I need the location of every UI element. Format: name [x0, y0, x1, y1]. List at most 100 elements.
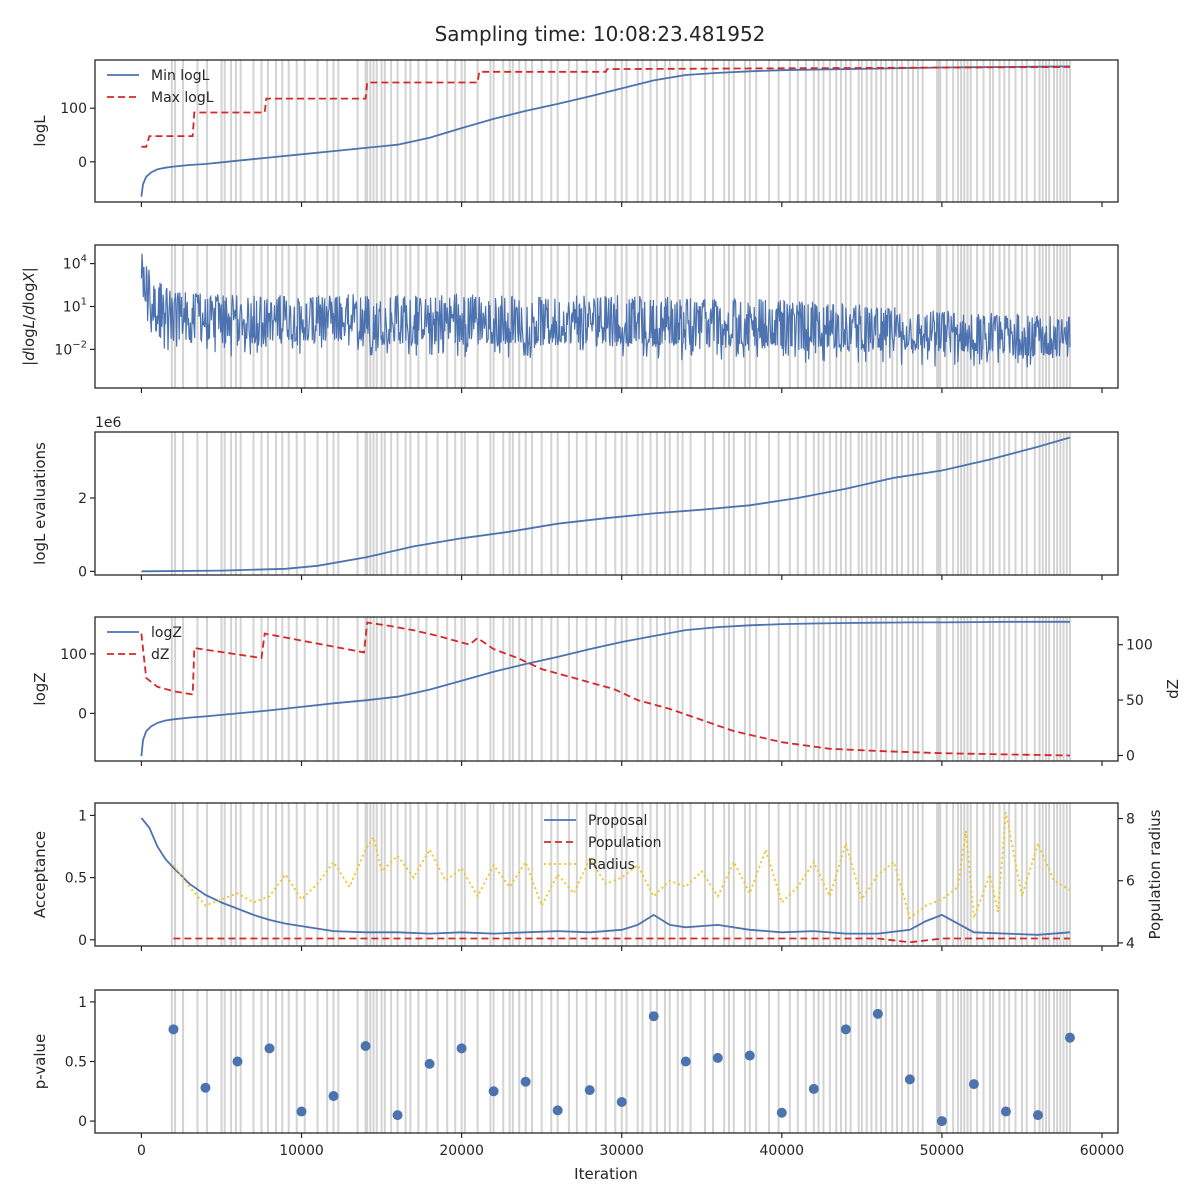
panel-frame [94, 802, 1119, 947]
legend-label: Radius [588, 857, 635, 873]
panel-frame [94, 244, 1119, 389]
x-tick-label: 10000 [279, 1143, 324, 1159]
panel-6: 0 10000 20000 30000 40000 50000 60000 0 0.5 1 p-va… [31, 989, 1125, 1159]
y-tick-label-right: 8 [1126, 812, 1135, 828]
figure-title: Sampling time: 10:08:23.481952 [435, 22, 766, 46]
data-point [744, 1050, 755, 1061]
data-point [840, 1024, 851, 1035]
legend-label: Proposal [588, 813, 647, 829]
y-tick-label: 0.5 [65, 871, 87, 887]
plot-area [140, 245, 1071, 388]
legend-label: logZ [151, 625, 182, 641]
plot-area [168, 990, 1075, 1133]
legend-label: Population [588, 835, 662, 851]
series-line-3 [141, 436, 1071, 573]
x-axis-label: Iteration [574, 1165, 638, 1183]
legend-label: Max logL [151, 90, 214, 106]
y-tick-label-right: 0 [1126, 748, 1135, 764]
y-tick-label: 10−2 [54, 339, 87, 358]
y-tick-label: 0 [78, 933, 87, 949]
y-tick-label: 0 [78, 564, 87, 580]
y-axis-label: logL evaluations [31, 442, 49, 565]
panel-1: 0 100 logL Min logL Max logL [31, 59, 1119, 207]
axis-offset-label: 1e6 [95, 415, 122, 431]
data-point [584, 1085, 595, 1096]
series-line-dz [140, 621, 1071, 757]
data-point [264, 1043, 275, 1054]
data-point [808, 1083, 819, 1094]
data-point [936, 1116, 947, 1127]
data-point [648, 1011, 659, 1022]
y-axis-label: logZ [31, 672, 49, 705]
data-point [328, 1091, 339, 1102]
y-tick-label: 0 [78, 706, 87, 722]
x-tick-label: 40000 [760, 1143, 805, 1159]
data-point [904, 1074, 915, 1085]
data-point [392, 1110, 403, 1121]
data-point [232, 1056, 243, 1067]
x-tick-label: 50000 [920, 1143, 965, 1159]
legend-label: Min logL [151, 68, 210, 84]
data-point [616, 1097, 627, 1108]
series-line-max-logl [141, 66, 1071, 148]
data-point [552, 1105, 563, 1116]
plot-area [140, 60, 1071, 202]
legend-label: dZ [151, 647, 169, 663]
x-tick-label: 60000 [1080, 1143, 1125, 1159]
data-point [520, 1076, 531, 1087]
data-point [200, 1082, 211, 1093]
plot-area [141, 432, 1071, 575]
series-line-logz [140, 620, 1070, 757]
panel-frame [94, 431, 1119, 576]
data-point [1032, 1110, 1043, 1121]
y-tick-label: 100 [60, 647, 87, 663]
data-point [1064, 1032, 1075, 1043]
panel-5: 0 0.5 1 4 6 8 Acceptance Population radius Propo… [31, 802, 1164, 952]
data-point [968, 1079, 979, 1090]
y-axis-label-right: Population radius [1146, 809, 1164, 939]
y-tick-label: 0.5 [65, 1055, 87, 1071]
panel-4: 0 100 0 50 100 logZ dZ logZ dZ [31, 616, 1182, 766]
data-point [456, 1043, 467, 1054]
series-line-population [173, 937, 1070, 944]
data-point [296, 1106, 307, 1117]
data-point [680, 1056, 691, 1067]
y-tick-label-right: 4 [1126, 936, 1135, 952]
panel-frame [94, 59, 1119, 203]
y-axis-label: logL [31, 115, 49, 147]
panel-2: 104 101 10−2 |dlogL/dlogX| [20, 244, 1119, 393]
y-tick-label: 1 [78, 808, 87, 824]
y-tick-label-right: 50 [1126, 693, 1144, 709]
data-point [872, 1008, 883, 1019]
data-point [488, 1086, 499, 1097]
y-tick-label: 0 [78, 155, 87, 171]
y-tick-label: 100 [60, 101, 87, 117]
data-point [424, 1058, 435, 1069]
data-point [168, 1024, 179, 1035]
data-point [776, 1107, 787, 1118]
y-tick-label: 2 [78, 491, 87, 507]
series-line-derivative [140, 253, 1071, 368]
series-line-radius [172, 812, 1071, 920]
y-axis-label: p-value [31, 1034, 49, 1090]
y-tick-label-right: 6 [1126, 874, 1135, 890]
series-line-proposal [140, 817, 1071, 936]
plot-area [140, 617, 1071, 761]
plot-area [140, 803, 1071, 946]
panel-3: 0 2 1e6 logL evaluations [31, 415, 1119, 580]
x-tick-label: 0 [137, 1143, 146, 1159]
x-tick-label: 20000 [439, 1143, 484, 1159]
y-tick-label: 101 [63, 296, 87, 315]
y-axis-label-right: dZ [1164, 679, 1182, 699]
data-point [712, 1052, 723, 1063]
data-point [1000, 1106, 1011, 1117]
data-point [360, 1041, 371, 1052]
y-tick-label: 1 [78, 995, 87, 1011]
y-tick-label-right: 100 [1126, 638, 1153, 654]
y-axis-label: Acceptance [31, 831, 49, 918]
y-tick-label: 104 [63, 254, 87, 273]
y-tick-label: 0 [78, 1114, 87, 1130]
y-axis-label: |dlogL/dlogX| [20, 267, 38, 366]
